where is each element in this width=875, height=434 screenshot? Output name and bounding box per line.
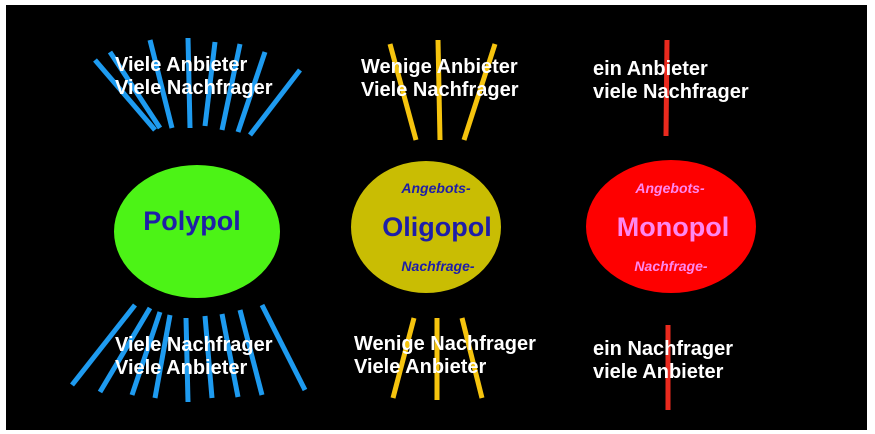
- oligopol-bottom-line: [459, 317, 485, 399]
- monopol-prefix: Angebots-: [635, 180, 705, 196]
- oligopol-top-line-2: Viele Nachfrager: [361, 79, 519, 101]
- oligopol-top-line: [461, 43, 498, 141]
- monopol-title: Monopol: [616, 212, 730, 242]
- polypol-bottom-line-1: Viele Nachfrager: [115, 334, 273, 356]
- polypol-bottom-line: [183, 317, 191, 403]
- polypol-bottom-line: [219, 313, 241, 398]
- polypol-bottom-line: [97, 306, 153, 394]
- polypol-bottom-line: [152, 314, 173, 399]
- monopol-suffix: Nachfrage-: [634, 258, 708, 274]
- polypol-top-line: [93, 58, 157, 132]
- polypol-title: Polypol: [143, 206, 241, 236]
- polypol-bottom-line: [202, 315, 215, 399]
- monopol-circle: [586, 160, 756, 293]
- monopol-bottom-line-1: ein Nachfrager: [593, 338, 734, 360]
- polypol-bottom-line-2: Viele Anbieter: [115, 357, 248, 379]
- oligopol-title: Oligopol: [382, 212, 492, 242]
- monopol-bottom-line-2: viele Anbieter: [593, 361, 724, 383]
- oligopol-bottom-line-1: Wenige Nachfrager: [354, 333, 536, 355]
- oligopol-bottom-line: [390, 317, 417, 399]
- polypol-top-line: [202, 41, 218, 127]
- polypol-bottom-line: [237, 309, 265, 396]
- monopol-top-line-1: ein Anbieter: [593, 58, 708, 80]
- polypol-top-line: [107, 50, 163, 130]
- oligopol-top-line: [435, 39, 443, 141]
- monopol-top-line: [663, 39, 670, 137]
- oligopol-bottom-line-2: Viele Anbieter: [354, 356, 487, 378]
- polypol-bottom-line: [259, 303, 308, 392]
- polypol-top-line-2: Viele Nachfrager: [115, 77, 273, 99]
- oligopol-suffix: Nachfrage-: [401, 258, 475, 274]
- oligopol-top-line: [387, 43, 419, 141]
- oligopol-top-line-1: Wenige Anbieter: [361, 56, 518, 78]
- oligopol-prefix: Angebots-: [401, 180, 471, 196]
- polypol-top-line: [147, 39, 175, 129]
- polypol-top-line: [185, 37, 193, 129]
- polypol-top-line: [219, 43, 243, 131]
- polypol-top-line: [248, 68, 302, 137]
- polypol-bottom-line: [129, 311, 163, 396]
- oligopol-circle: [351, 161, 501, 293]
- polypol-bottom-line: [70, 303, 137, 387]
- polypol-top-line-1: Viele Anbieter: [115, 54, 248, 76]
- polypol-circle: [114, 165, 280, 298]
- monopol-top-line-2: viele Nachfrager: [593, 81, 749, 103]
- polypol-top-line: [235, 51, 268, 133]
